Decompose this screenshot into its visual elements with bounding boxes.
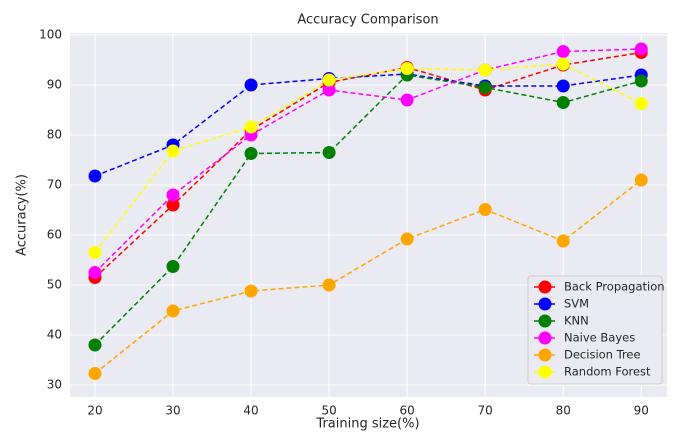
y-tick-label: 70 — [47, 178, 62, 192]
data-point — [166, 260, 180, 273]
y-axis-label: Accuracy(%) — [15, 174, 30, 256]
x-tick-label: 40 — [243, 404, 258, 418]
series-line — [94, 179, 642, 375]
x-tick-label: 30 — [165, 404, 180, 418]
legend-label: Naive Bayes — [564, 331, 635, 345]
data-point — [556, 234, 570, 248]
data-point — [478, 81, 492, 94]
data-point — [556, 45, 570, 58]
data-point — [244, 78, 258, 92]
data-point — [322, 73, 336, 87]
data-point — [166, 304, 180, 318]
data-point — [556, 79, 570, 93]
data-point — [400, 232, 414, 246]
data-point — [322, 278, 336, 292]
data-point — [322, 83, 336, 97]
legend-label: Decision Tree — [564, 348, 641, 362]
legend-marker — [538, 365, 552, 379]
x-tick-label: 50 — [321, 404, 336, 418]
y-tick-label: 40 — [47, 328, 62, 342]
data-point — [88, 169, 102, 183]
legend-label: Random Forest — [564, 365, 651, 379]
data-point — [556, 96, 570, 109]
y-tick-label: 60 — [47, 228, 62, 242]
data-point — [166, 144, 180, 158]
x-axis-label: Training size(%) — [315, 417, 419, 432]
x-tick-label: 60 — [399, 404, 414, 418]
legend-label: Back Propagation — [564, 280, 665, 294]
data-point — [88, 266, 102, 279]
legend-label: KNN — [564, 314, 589, 328]
data-point — [244, 120, 258, 134]
series-line — [94, 63, 642, 253]
x-tick-label: 80 — [556, 404, 571, 418]
x-tick-label: 90 — [634, 404, 649, 418]
chart-title: Accuracy Comparison — [297, 13, 438, 28]
data-point — [478, 203, 492, 216]
legend-marker — [538, 314, 552, 328]
legend-marker — [538, 297, 552, 311]
data-point — [88, 367, 102, 380]
legend-box — [527, 275, 663, 385]
series-line — [94, 73, 642, 177]
y-tick-label: 80 — [47, 128, 62, 142]
data-point — [244, 284, 258, 298]
y-tick-label: 90 — [47, 78, 62, 92]
data-point — [322, 146, 336, 159]
data-point — [634, 42, 648, 56]
data-point — [166, 198, 180, 212]
data-point — [88, 338, 102, 352]
y-tick-label: 100 — [39, 28, 62, 42]
data-point — [634, 173, 648, 187]
legend-marker — [538, 331, 552, 345]
data-point — [478, 63, 492, 77]
y-tick-label: 50 — [47, 278, 62, 292]
legend-marker — [538, 280, 552, 294]
data-point — [244, 147, 258, 160]
series-line — [94, 48, 642, 274]
legend-label: SVM — [564, 297, 589, 311]
x-tick-label: 70 — [478, 404, 493, 418]
data-point — [400, 93, 414, 107]
data-point — [634, 74, 648, 88]
data-point — [88, 246, 102, 259]
x-tick-label: 20 — [87, 404, 102, 418]
data-point — [556, 57, 570, 71]
data-point — [166, 188, 180, 202]
data-point — [634, 97, 648, 110]
legend-marker — [538, 348, 552, 362]
y-tick-label: 30 — [47, 378, 62, 392]
data-point — [400, 62, 414, 75]
